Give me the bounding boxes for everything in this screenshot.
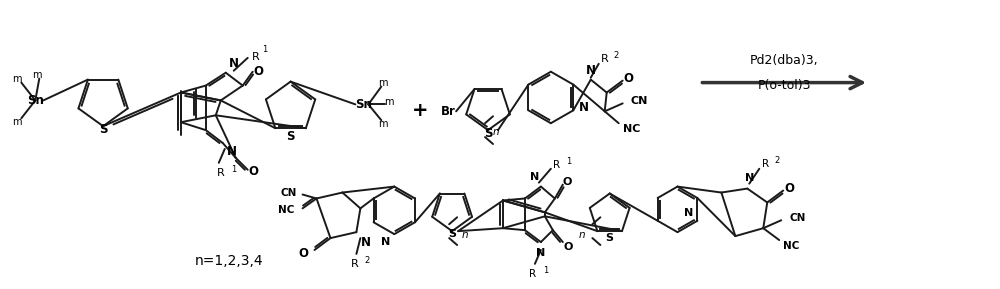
Text: N: N — [586, 64, 596, 77]
Text: Pd2(dba)3,: Pd2(dba)3, — [750, 54, 819, 67]
Text: R: R — [601, 54, 609, 64]
Text: O: O — [299, 247, 309, 260]
Text: N: N — [530, 172, 539, 182]
Text: R: R — [529, 269, 536, 279]
Text: N: N — [536, 248, 546, 258]
Text: n=1,2,3,4: n=1,2,3,4 — [194, 254, 263, 268]
Text: 2: 2 — [614, 51, 619, 60]
Text: 1: 1 — [262, 45, 267, 54]
Text: O: O — [624, 72, 634, 85]
Text: N: N — [360, 236, 370, 249]
Text: N: N — [227, 145, 237, 158]
Text: N: N — [745, 173, 754, 183]
Text: m: m — [13, 74, 22, 84]
Text: 1: 1 — [543, 266, 548, 275]
Text: 2: 2 — [774, 156, 779, 165]
Text: NC: NC — [783, 241, 800, 251]
Text: S: S — [99, 123, 107, 136]
Text: N: N — [684, 208, 693, 218]
Text: 1: 1 — [231, 165, 236, 174]
Text: CN: CN — [789, 213, 806, 223]
Text: R: R — [553, 160, 560, 170]
Text: CN: CN — [280, 188, 297, 198]
Text: R: R — [217, 168, 225, 178]
Text: n: n — [579, 230, 585, 240]
Text: S: S — [606, 233, 614, 243]
Text: O: O — [563, 242, 572, 252]
Text: NC: NC — [278, 205, 295, 215]
Text: S: S — [286, 130, 295, 143]
Text: Sn: Sn — [27, 94, 44, 107]
Text: Sn: Sn — [355, 98, 372, 111]
Text: m: m — [379, 78, 388, 88]
Text: P(o-tol)3: P(o-tol)3 — [757, 79, 811, 92]
Text: O: O — [249, 165, 259, 178]
Text: m: m — [379, 119, 388, 129]
Text: m: m — [385, 97, 394, 108]
Text: m: m — [13, 117, 22, 127]
Text: O: O — [562, 177, 572, 187]
Text: N: N — [579, 101, 589, 114]
Text: R: R — [351, 259, 358, 269]
Text: 1: 1 — [566, 157, 571, 166]
Text: O: O — [254, 65, 264, 78]
Text: S: S — [448, 229, 456, 239]
Text: Br: Br — [441, 105, 456, 118]
Text: m: m — [33, 70, 42, 80]
Text: N: N — [381, 237, 390, 247]
Text: S: S — [484, 127, 492, 140]
Text: +: + — [412, 101, 428, 120]
Text: 2: 2 — [364, 256, 370, 265]
Text: O: O — [784, 182, 794, 195]
Text: NC: NC — [623, 124, 640, 134]
Text: R: R — [252, 52, 259, 62]
Text: N: N — [229, 57, 239, 70]
Text: R: R — [762, 159, 769, 169]
Text: CN: CN — [631, 97, 648, 106]
Text: n: n — [493, 127, 499, 137]
Text: n: n — [462, 230, 469, 240]
